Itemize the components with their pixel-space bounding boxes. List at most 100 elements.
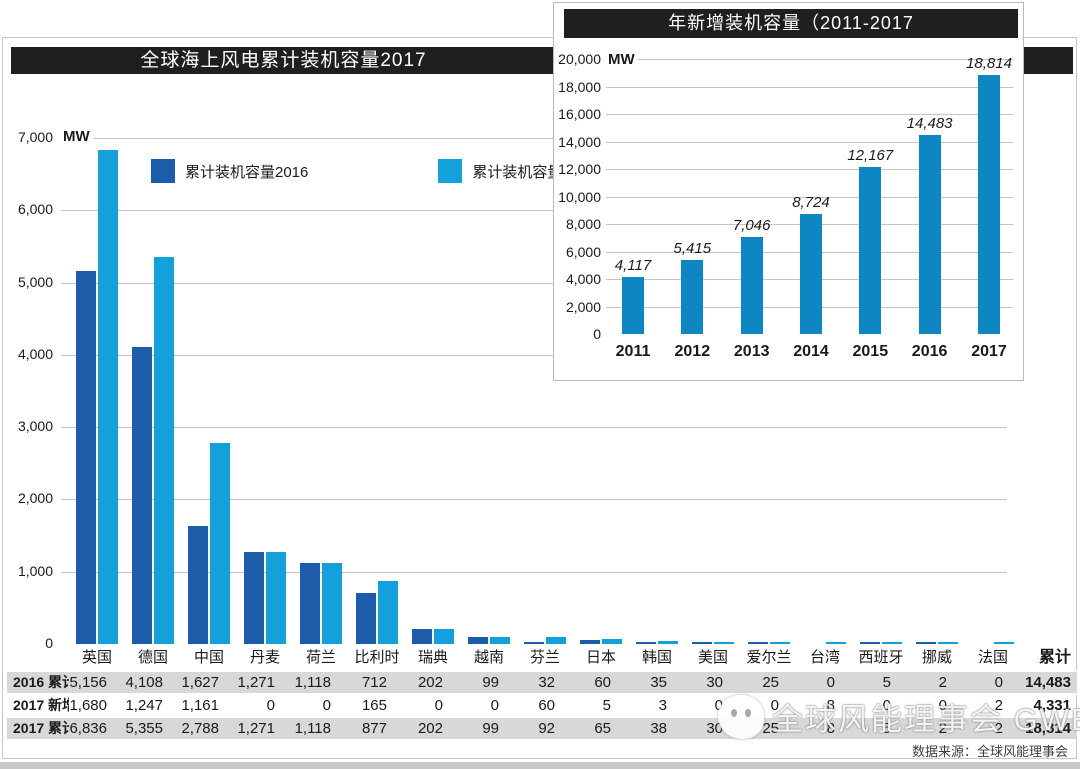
watermark-text: 全球风能理事会 GWEC <box>772 702 1080 737</box>
table-cell: 2 <box>965 716 1021 739</box>
table-row-label: 2017 累计 <box>7 716 69 739</box>
table-cell: 25 <box>741 670 797 694</box>
grid-line <box>61 138 1007 139</box>
bar-2017 <box>938 642 958 644</box>
y-axis-tick-label: 1,000 <box>17 562 53 579</box>
table-cell: 0 <box>797 670 853 694</box>
table-col-header: 爱尔兰 <box>746 649 792 666</box>
bar-2017 <box>98 149 118 644</box>
bar-2016 <box>300 563 320 644</box>
table-cell: 0 <box>909 693 965 717</box>
table-cell: 5 <box>853 716 909 739</box>
bar-annual <box>978 75 1000 334</box>
grid-line <box>606 196 1013 198</box>
x-axis-label: 2016 <box>911 343 948 360</box>
grid-line <box>606 59 1013 60</box>
bar-2016 <box>916 642 936 644</box>
bar-2017 <box>714 641 734 644</box>
y-axis-tick-label: 10,000 <box>558 188 601 205</box>
bar-2016 <box>636 641 656 644</box>
bar-value-label: 12,167 <box>847 146 894 164</box>
legend-swatch-2017 <box>438 159 463 183</box>
y-axis-tick-label: 7,000 <box>17 129 53 145</box>
bar-2017 <box>770 642 790 644</box>
bar-value-label: 5,415 <box>673 239 712 257</box>
table-cell: 38 <box>629 716 685 739</box>
table-col-header: 德国 <box>137 649 168 666</box>
bar-2017 <box>434 629 454 644</box>
table-cell: 1,271 <box>237 670 293 694</box>
y-axis-tick-label: 8,000 <box>565 216 601 232</box>
wechat-icon-eye <box>731 708 737 717</box>
table-cell: 0 <box>293 693 349 717</box>
bar-2016 <box>692 641 712 644</box>
table-cell: 99 <box>461 670 517 694</box>
table-cell: 1,271 <box>237 716 293 739</box>
wechat-icon-eye <box>745 708 751 717</box>
y-axis-tick-label: 2,000 <box>565 298 601 315</box>
x-axis-label: 2014 <box>793 343 829 360</box>
table-cell: 60 <box>517 693 573 717</box>
table-cell: 2,788 <box>181 716 237 739</box>
bar-value-label: 8,724 <box>792 194 830 211</box>
bar-2016 <box>188 526 208 644</box>
grid-line <box>61 354 1007 356</box>
bar-value-label: 4,117 <box>614 257 652 275</box>
grid-line <box>606 169 1013 170</box>
bar-annual <box>918 134 941 334</box>
bar-value-label: 14,483 <box>906 114 953 132</box>
bar-value-label: 18,814 <box>966 55 1012 73</box>
table-cell: 1,118 <box>293 716 349 739</box>
bar-2016 <box>468 636 488 644</box>
y-axis-tick-label: 2,000 <box>17 490 53 507</box>
table-col-header: 芬兰 <box>529 649 560 666</box>
table-col-header: 瑞典 <box>417 649 448 666</box>
table-cell: 712 <box>349 670 405 694</box>
table-cell: 0 <box>461 693 517 717</box>
bar-2017 <box>882 642 902 644</box>
table-cell: 14,483 <box>1021 670 1077 694</box>
table-cell: 4,108 <box>125 670 181 694</box>
bar-2017 <box>826 642 846 644</box>
table-col-header: 比利时 <box>354 649 400 666</box>
bottom-strip <box>0 762 1080 769</box>
inset-chart-title: 年新增装机容量（2011-2017 <box>668 13 914 33</box>
bar-2017 <box>994 642 1014 644</box>
data-table: 英国 德国 中国 丹麦 荷兰 比利时 瑞典 越南 芬兰 日本 韩国 美国 爱尔兰 台湾 西班牙 挪威 法国 累计 2… <box>7 646 1077 739</box>
x-axis-label: 2012 <box>674 343 711 360</box>
table-cell: 5,355 <box>125 716 181 739</box>
table-cell: 1,161 <box>181 693 237 717</box>
table-cell: 4,331 <box>1021 693 1077 717</box>
bar-2017 <box>210 442 230 644</box>
main-y-axis-unit: MW <box>60 128 93 145</box>
table-col-header: 法国 <box>977 649 1008 666</box>
bar-annual <box>859 166 882 334</box>
inset-y-axis-unit: MW <box>605 51 638 68</box>
table-cell: 8 <box>797 716 853 739</box>
table-cell: 18,814 <box>1021 716 1077 739</box>
table-cell: 877 <box>349 716 405 739</box>
table-cell: 165 <box>349 693 405 717</box>
x-axis-label: 2017 <box>971 343 1007 360</box>
table-cell: 2 <box>909 670 965 694</box>
table-cell: 0 <box>405 693 461 717</box>
table-cell: 60 <box>573 670 629 694</box>
watermark: 全球风能理事会 GWEC <box>718 694 1080 739</box>
table-col-header: 挪威 <box>921 649 952 666</box>
table-cell: 0 <box>853 693 909 717</box>
legend-label-2016: 累计装机容量2016 <box>185 163 309 181</box>
legend-swatch-2016 <box>151 159 175 183</box>
table-cell: 65 <box>573 716 629 739</box>
y-axis-tick-label: 4,000 <box>17 345 53 362</box>
x-axis-label: 2011 <box>615 343 651 360</box>
bar-2017 <box>154 256 174 644</box>
grid-line <box>606 141 1013 143</box>
y-axis-tick-label: 18,000 <box>558 78 601 95</box>
table-cell: 1,247 <box>125 693 181 717</box>
table-col-header: 美国 <box>697 649 728 666</box>
grid-line <box>606 114 1013 115</box>
y-axis-tick-label: 6,000 <box>17 201 53 218</box>
source-note: 数据来源：全球风能理事会 <box>911 744 1068 759</box>
table-col-header: 西班牙 <box>858 649 904 666</box>
table-cell: 0 <box>965 670 1021 694</box>
